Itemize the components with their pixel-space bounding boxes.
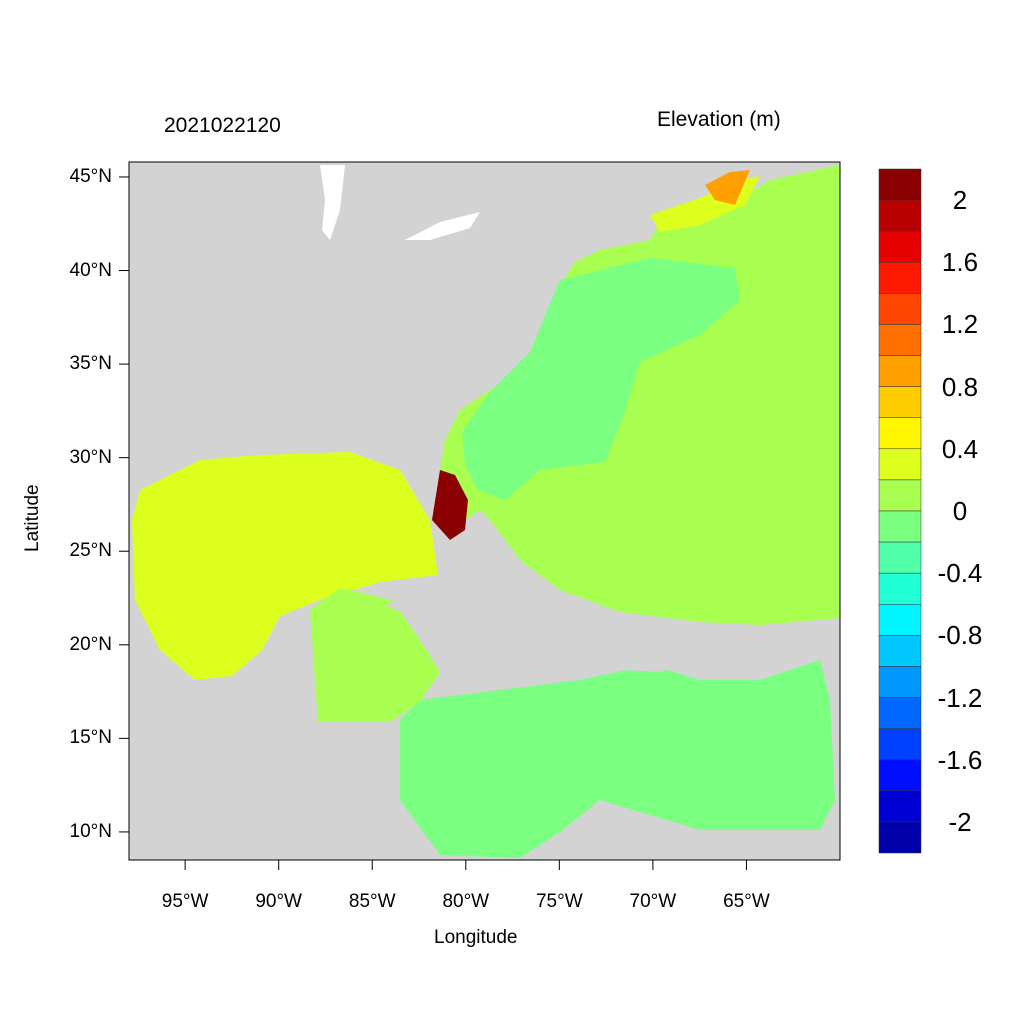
colorbar-label: 2 <box>952 185 968 216</box>
gulf-stream-region <box>462 258 740 500</box>
colorbar-label: -0.4 <box>937 558 983 589</box>
x-tick-label: 70°W <box>629 891 677 912</box>
colorbar <box>878 168 922 854</box>
colorbar-swatch <box>878 168 922 201</box>
colorbar-swatch <box>878 262 922 294</box>
x-tick-label: 65°W <box>723 891 770 912</box>
colorbar-swatch <box>878 759 922 792</box>
bay-of-fundy <box>705 170 750 205</box>
y-tick-label: 35°N <box>69 353 112 375</box>
florida-surge <box>432 470 468 540</box>
yucatan-channel-region <box>310 588 440 722</box>
colorbar-swatch <box>878 728 922 760</box>
y-tick-label: 25°N <box>69 540 112 562</box>
y-axis-label: Latitude <box>22 484 43 552</box>
colorbar-swatch <box>878 821 922 854</box>
plot-timestamp: 2021022120 <box>164 114 281 137</box>
y-tick-label: 20°N <box>69 633 112 655</box>
colorbar-swatch <box>878 417 922 450</box>
x-tick-label: 95°W <box>161 891 209 912</box>
colorbar-label: 0 <box>952 496 968 526</box>
lake-erie <box>405 212 480 240</box>
axis-ticks <box>119 176 747 870</box>
y-tick-label: 45°N <box>69 165 112 187</box>
plot-frame <box>128 161 841 861</box>
colorbar-swatch <box>878 324 922 356</box>
y-tick-label: 40°N <box>69 259 112 281</box>
colorbar-label: 1.6 <box>941 247 979 278</box>
colorbar-swatch <box>878 386 922 418</box>
colorbar-swatch <box>878 230 922 263</box>
y-tick-label: 15°N <box>69 727 112 749</box>
colorbar-swatch <box>878 604 922 636</box>
colorbar-swatch <box>878 697 922 729</box>
hispaniola <box>592 645 690 672</box>
colorbar-swatch <box>878 355 922 387</box>
colorbar-label: -0.8 <box>937 620 983 651</box>
colorbar-swatch <box>878 572 922 605</box>
colorbar-swatch <box>878 541 922 574</box>
y-tick-label: 10°N <box>69 820 112 842</box>
x-axis-label: Longitude <box>434 927 518 948</box>
colorbar-label: 1.2 <box>941 309 979 340</box>
colorbar-label: -2 <box>948 806 972 837</box>
colorbar-swatch <box>878 666 922 698</box>
colorbar-label: -1.2 <box>937 682 983 713</box>
atlantic-ocean <box>440 165 840 625</box>
caribbean-sea <box>400 660 835 858</box>
x-tick-label: 75°W <box>535 891 583 912</box>
x-tick-label: 90°W <box>255 891 302 912</box>
plot-variable-title: Elevation (m) <box>657 108 781 131</box>
x-tick-label: 85°W <box>348 891 396 912</box>
x-tick-label: 80°W <box>442 891 490 912</box>
colorbar-swatch <box>878 790 922 823</box>
colorbar-swatch <box>878 479 922 512</box>
colorbar-swatch <box>878 510 922 543</box>
colorbar-label: -1.6 <box>937 744 983 775</box>
colorbar-swatch <box>878 199 922 232</box>
colorbar-swatch <box>878 293 922 325</box>
cuba <box>385 592 580 645</box>
lake-michigan <box>320 165 345 240</box>
colorbar-swatch <box>878 448 922 481</box>
y-tick-label: 30°N <box>69 446 112 468</box>
gulf-of-mexico <box>132 452 438 680</box>
colorbar-label: 0.4 <box>941 433 979 464</box>
colorbar-label: 0.8 <box>941 371 979 402</box>
colorbar-swatch <box>878 635 922 667</box>
